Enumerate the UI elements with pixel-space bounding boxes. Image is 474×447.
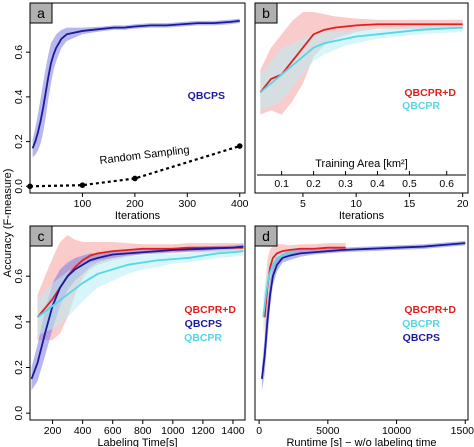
panel-a-line-qbcps [31,19,240,149]
panel-d-line-qbcpr [262,250,296,318]
panel-a-label-box [29,2,53,24]
panel-c-xtick-label: 1400 [221,425,245,437]
panel-b-line-qbcpr-d [259,23,463,93]
shared-ylabel: Accuracy (F-measure) [2,169,14,278]
panel-a: 100 200 300 400 Iterations 0.0 0.2 0.4 0.6 a [13,2,249,222]
panel-b-top-tick-label: 0.2 [306,178,321,190]
panel-a-marker [132,175,138,182]
panel-b-legend-qbcpr-d: QBCPR+D [404,87,456,99]
panel-b-top-tick-label: 0.5 [402,178,417,190]
panel-b-xtick-label: 20 [457,198,469,210]
panel-c-xtick-label: 800 [134,425,152,437]
panel-c-line-qbcps [30,245,244,380]
panel-c-xlabel: Labeling Time[s] [97,437,177,447]
panel-c-xtick-label: 400 [74,425,92,437]
panel-d-label-box [254,225,278,247]
panel-a-xlabel: Iterations [115,210,161,222]
panel-c-label: c [38,228,45,244]
panel-b-xtick-label: 5 [300,198,306,210]
panel-c-xtick-label: 200 [44,425,62,437]
panel-b-top-tick-label: 0.4 [370,178,385,190]
panel-d-line-qbcps [260,242,466,380]
panel-a-ytick-label: 0.0 [13,179,25,194]
panel-a-ytick-label: 0.4 [13,89,25,104]
panel-c-ytick-label: 0.2 [13,360,25,375]
panel-a-label: a [37,5,45,21]
panel-d-line-qbcpr-d [263,246,346,318]
panel-b-legend-qbcpr: QBCPR [402,100,440,112]
panel-b-line-qbcpr [259,26,463,94]
panel-c-line-qbcpr [36,250,244,319]
panel-a-xtick-label: 200 [126,198,144,210]
panel-c-xtick-label: 600 [104,425,122,437]
panel-c-xtick-label: 1200 [191,425,215,437]
panel-b-xlabel: Iterations [339,210,385,222]
panel-c: 200 400 600 800 1000 1200 1400 Labeling Time[s]… [13,225,246,447]
panel-a-marker [236,143,243,149]
panel-d-xtick-label: 15000 [451,425,474,437]
panel-b-top-tick-label: 0.1 [274,178,289,190]
panel-d-xtick-label: 5000 [316,425,340,437]
panel-d-frame [254,225,469,421]
panel-a-marker [79,182,86,188]
panel-a-series-label-qbcps: QBCPS [188,90,225,102]
panel-c-ytick-label: 0.6 [13,269,25,284]
panel-b: 5 10 15 20 Iterations 0.1 0.2 0.3 0.4 0.5 0.6 Train… [254,2,469,222]
panel-b-top-tick-label: 0.3 [338,178,353,190]
panel-b-top-tick-label: 0.6 [439,178,454,190]
panel-c-ytick-label: 0.0 [13,406,25,421]
panel-a-xtick-label: 300 [179,198,197,210]
panel-d-label: d [262,228,270,244]
panel-c-legend-qbcpr-d: QBCPR+D [184,304,236,316]
panel-a-line-random-sampling [29,145,241,188]
panel-a-ytick-label: 0.6 [13,45,25,60]
panel-d-legend-qbcpr: QBCPR [402,318,440,330]
panel-d-legend-qbcpr-d: QBCPR+D [404,304,456,316]
panel-b-xtick-label: 15 [404,198,416,210]
panel-c-xtick-label: 1000 [161,425,185,437]
panel-b-frame [254,2,469,194]
panel-d: 0 5000 10000 15000 Runtime [s] − w/o labelin… [254,225,474,447]
panel-d-band-qbcpr-d [264,243,346,341]
panel-c-frame [29,225,246,421]
panel-b-label-box [254,2,278,24]
panel-c-band-qbcpr [37,246,244,336]
panel-a-ytick-label: 0.2 [13,134,25,149]
panel-d-xtick-label: 0 [256,425,262,437]
panel-d-xlabel: Runtime [s] − w/o labeling time [286,437,436,447]
panel-c-ytick-label: 0.4 [13,314,25,329]
panel-d-legend-qbcps: QBCPS [403,332,440,344]
panel-b-label: b [262,5,270,21]
panel-b-xtick-label: 10 [350,198,362,210]
panel-b-top-axis-label: Training Area [km²] [315,158,408,170]
panel-c-legend-qbcpr: QBCPR [184,332,222,344]
panel-c-label-box [29,225,53,247]
panel-a-frame [29,2,246,194]
panel-a-xtick-label: 400 [231,198,249,210]
panel-d-xtick-label: 10000 [382,425,411,437]
panel-b-band-qbcpr [260,23,463,111]
panel-a-xtick-label: 100 [74,198,92,210]
panel-c-legend-qbcps: QBCPS [185,318,222,330]
